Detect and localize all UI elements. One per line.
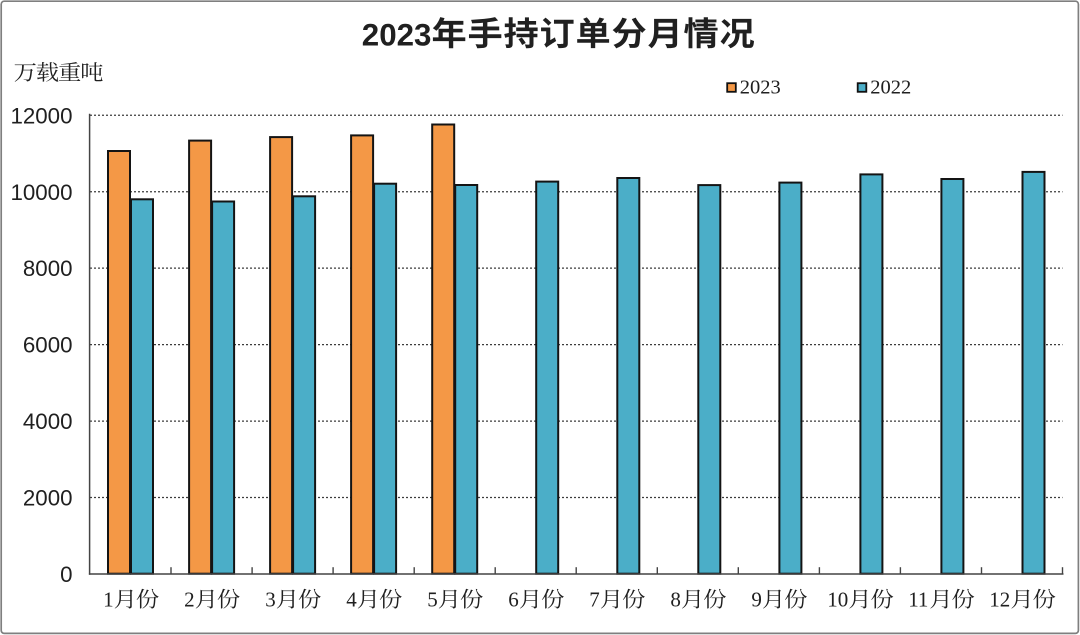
svg-text:10000: 10000 [10,180,72,205]
svg-text:4000: 4000 [23,409,73,434]
svg-text:2023: 2023 [740,77,781,99]
svg-text:2000: 2000 [23,486,73,511]
svg-text:11: 11 [908,588,928,612]
svg-text:9: 9 [751,588,762,612]
svg-text:5: 5 [427,588,438,612]
svg-text:8000: 8000 [23,256,73,281]
svg-text:12000: 12000 [10,103,72,128]
svg-text:2: 2 [184,588,195,612]
svg-text:7: 7 [589,588,600,612]
svg-text:1: 1 [103,588,114,612]
svg-text:2022: 2022 [870,77,911,99]
svg-text:6: 6 [508,588,519,612]
svg-text:8: 8 [670,588,681,612]
svg-text:3: 3 [265,588,276,612]
svg-text:6000: 6000 [23,333,73,358]
svg-text:12: 12 [989,588,1010,612]
svg-text:0: 0 [60,562,72,587]
svg-text:10: 10 [827,588,848,612]
svg-text:2023: 2023 [362,17,432,52]
svg-text:4: 4 [346,588,357,612]
